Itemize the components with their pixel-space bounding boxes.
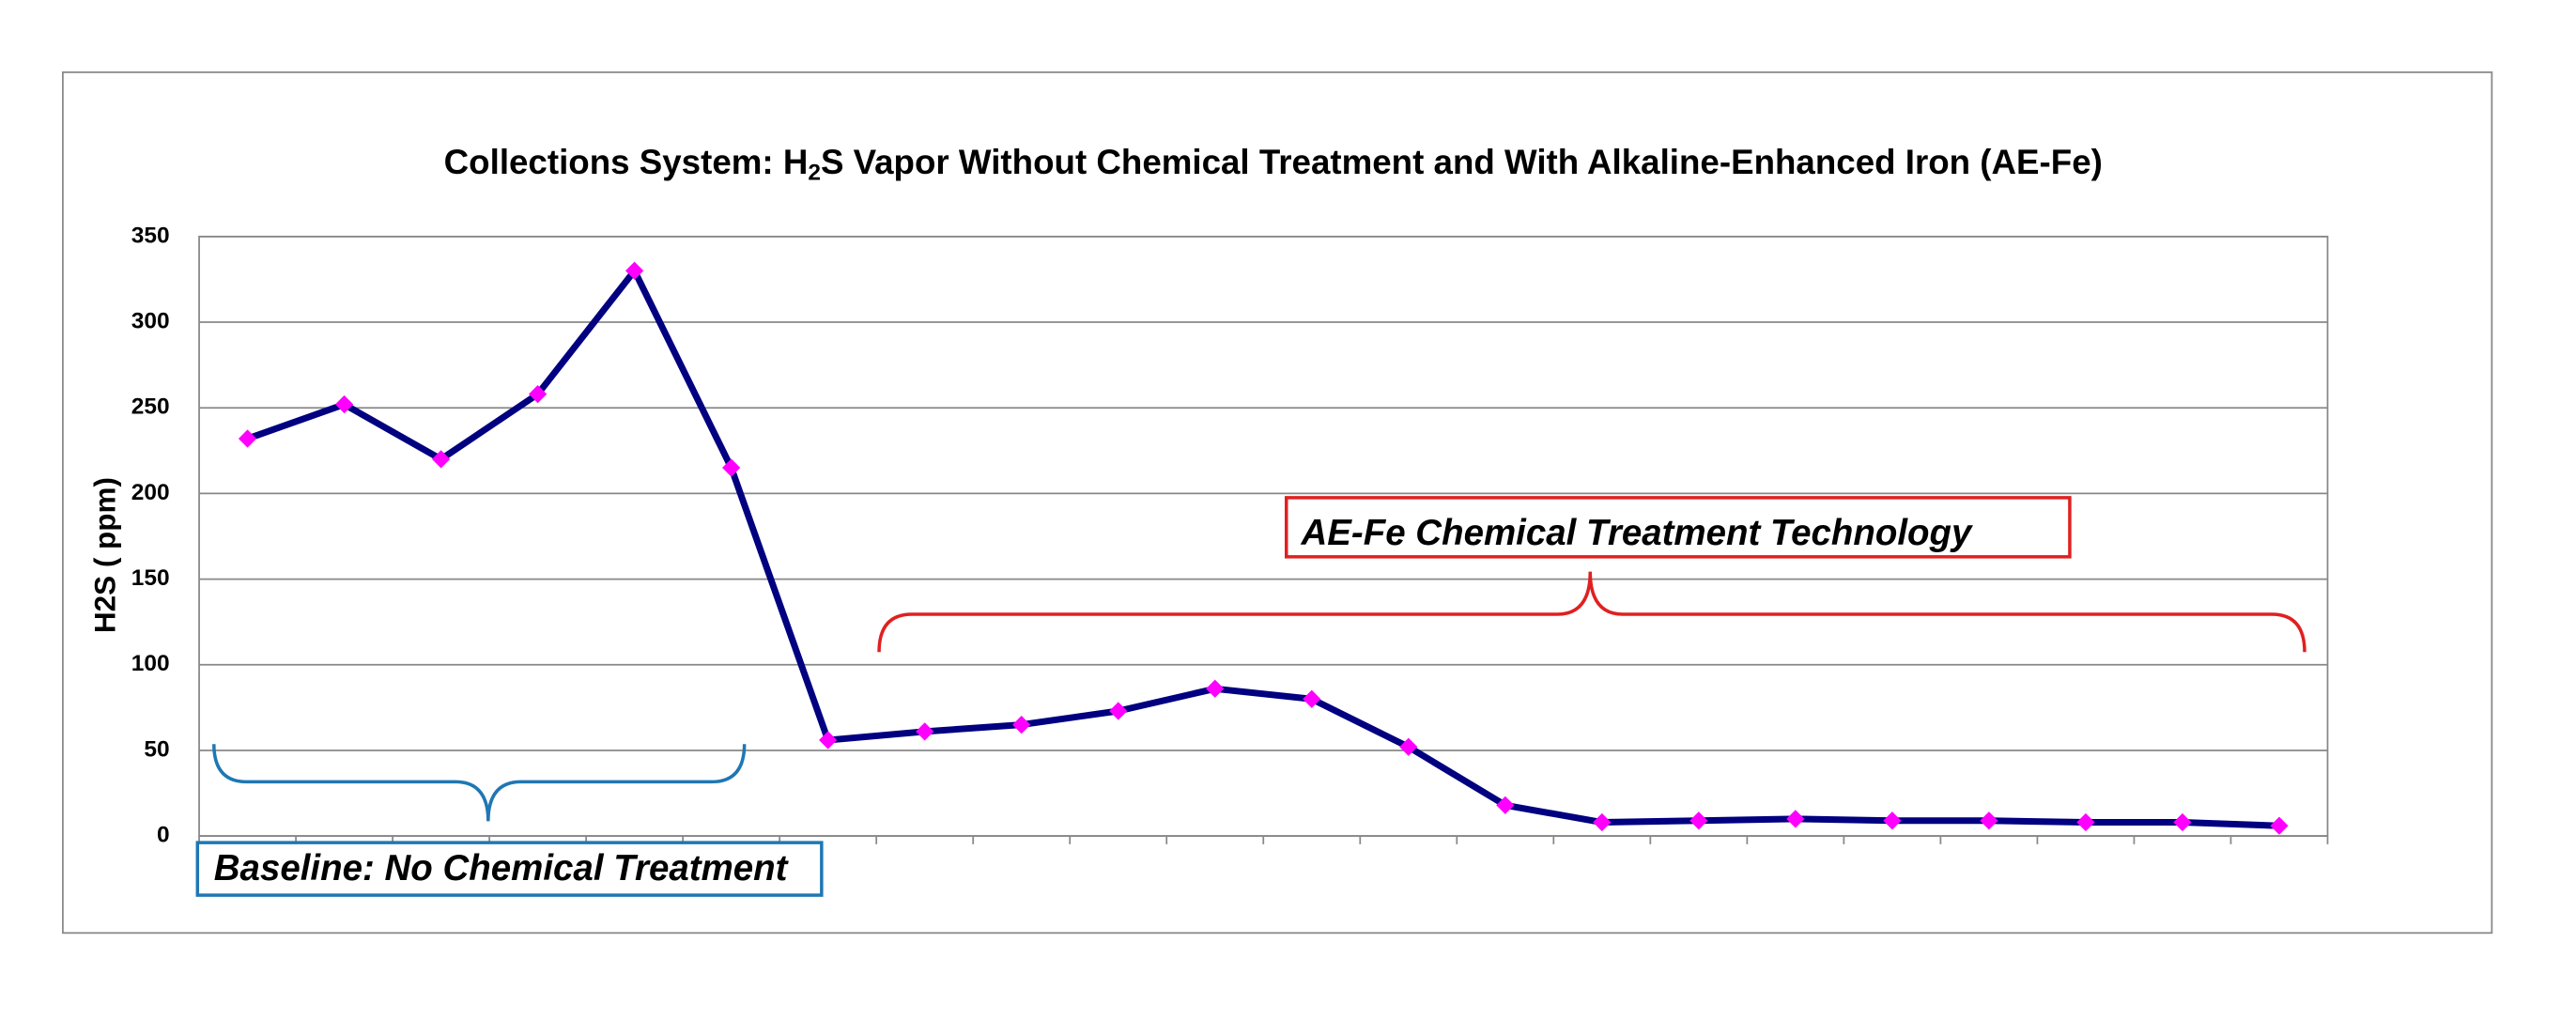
data-marker xyxy=(529,384,548,404)
data-marker xyxy=(1206,679,1225,698)
y-tick-label: 50 xyxy=(144,736,169,762)
data-marker xyxy=(819,731,838,750)
data-marker xyxy=(1496,796,1515,814)
title-part: Collections System: H xyxy=(444,143,809,181)
data-marker xyxy=(1593,812,1612,832)
data-marker xyxy=(1883,811,1902,830)
data-marker xyxy=(238,429,257,448)
data-marker xyxy=(1303,689,1321,708)
data-line xyxy=(246,267,2280,829)
y-tick-label: 300 xyxy=(131,308,170,333)
treatment-box xyxy=(1285,496,2072,559)
data-marker xyxy=(1399,737,1418,756)
y-tick-label: 150 xyxy=(131,565,170,591)
treatment-brace xyxy=(877,571,2306,653)
title-part: S Vapor Without Chemical Treatment and W… xyxy=(821,143,2103,181)
y-tick-label: 0 xyxy=(157,823,170,848)
data-marker xyxy=(2270,816,2289,835)
baseline-annotation: Baseline: No Chemical Treatment xyxy=(214,848,790,889)
data-marker xyxy=(431,450,451,469)
y-tick-label: 250 xyxy=(131,394,170,420)
baseline-brace xyxy=(212,744,747,822)
chart-border xyxy=(62,71,2493,935)
y-tick-label: 200 xyxy=(131,480,170,505)
y-axis-label: H2S ( ppm) xyxy=(88,477,121,633)
y-tick-label: 100 xyxy=(131,651,170,676)
data-marker xyxy=(1786,810,1805,828)
title-subscript: 2 xyxy=(808,161,821,186)
baseline-box xyxy=(195,841,824,897)
y-tick-label: 350 xyxy=(131,223,170,248)
data-marker xyxy=(1689,811,1708,830)
chart-title: Collections System: H2S Vapor Without Ch… xyxy=(444,143,2103,186)
treatment-annotation: AE-Fe Chemical Treatment Technology xyxy=(1300,513,1973,553)
data-marker xyxy=(2076,812,2095,832)
data-marker xyxy=(1980,811,1998,830)
